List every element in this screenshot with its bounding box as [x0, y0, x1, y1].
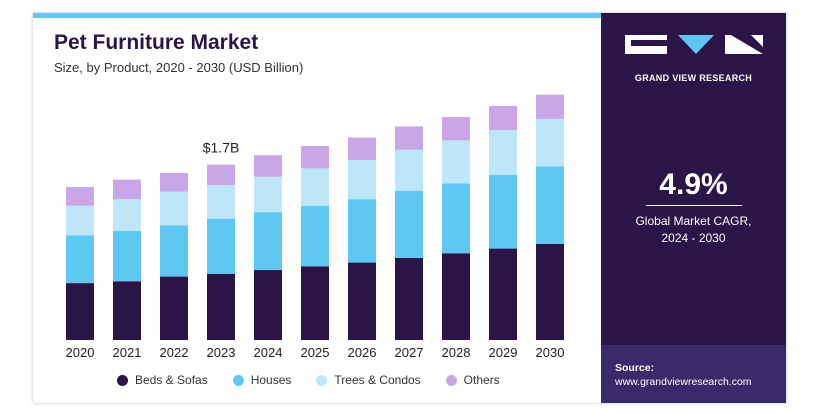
cagr-label-line1: Global Market CAGR, [635, 214, 752, 228]
legend-swatch-houses [232, 374, 244, 386]
bar-segment-2024-trees-condos [254, 176, 282, 213]
bar-segment-2025-others [301, 145, 329, 169]
brand-logo-icon [625, 35, 763, 54]
source-band [601, 345, 786, 403]
bar-segment-2030-houses [536, 166, 564, 244]
source-block: Source: www.grandviewresearch.com [615, 361, 752, 389]
value-annotation: $1.7B [203, 140, 240, 156]
bar-segment-2022-beds-sofas [160, 276, 188, 340]
bar-chart: 2020 2021 2022 2023 2024 2025 2026 2027 2028 2029… [66, 94, 565, 360]
bar-segment-2022-houses [160, 225, 188, 277]
bar-segment-2028-trees-condos [442, 140, 470, 184]
legend-label: Beds & Sofas [135, 373, 208, 387]
bar-segment-2020-trees-condos [66, 205, 94, 236]
bar-segment-2021-others [113, 179, 141, 200]
bar-segment-2025-beds-sofas [301, 266, 329, 340]
source-url[interactable]: www.grandviewresearch.com [615, 376, 752, 388]
bar-segment-2020-houses [66, 235, 94, 284]
bar-segment-2020-others [66, 187, 94, 206]
bar-segment-2030-trees-condos [536, 118, 564, 167]
bar-segment-2023-beds-sofas [207, 273, 235, 340]
x-tick-label: 2029 [489, 345, 518, 360]
legend-item-beds-sofas: Beds & Sofas [117, 373, 208, 387]
bar-segment-2024-houses [254, 212, 282, 271]
legend-swatch-others [445, 374, 457, 386]
side-panel: GRAND VIEW RESEARCH 4.9% Global Market C… [601, 13, 786, 403]
bar-segment-2024-others [254, 155, 282, 177]
source-label: Source: [615, 362, 655, 374]
bar-segment-2026-beds-sofas [348, 262, 376, 340]
accent-bar [33, 13, 601, 18]
x-tick-label: 2027 [395, 345, 424, 360]
bar-segment-2021-beds-sofas [113, 281, 141, 340]
legend-swatch-beds-sofas [117, 374, 128, 386]
legend-swatch-trees-condos [316, 374, 328, 386]
legend-label: Others [463, 373, 500, 387]
bar-segment-2025-houses [301, 205, 329, 267]
infographic-card: Pet Furniture Market Size, by Product, 2… [33, 13, 786, 403]
bar-segment-2027-beds-sofas [395, 257, 423, 340]
bar-segment-2028-houses [442, 183, 470, 254]
chart-subtitle: Size, by Product, 2020 - 2030 (USD Billi… [54, 60, 304, 75]
bar-segment-2026-trees-condos [348, 159, 376, 200]
cagr-divider [646, 205, 742, 206]
legend-item-houses: Houses [232, 373, 292, 387]
bar-segment-2021-trees-condos [113, 199, 141, 231]
bar-segment-2022-trees-condos [160, 191, 188, 226]
bar-segment-2028-beds-sofas [442, 253, 470, 340]
bar-segment-2030-others [536, 94, 564, 119]
bar-segment-2023-houses [207, 218, 235, 274]
bar-segment-2030-beds-sofas [536, 243, 564, 340]
bar-segment-2027-others [395, 126, 423, 150]
bar-segment-2026-others [348, 137, 376, 160]
bar-segment-2023-others [207, 164, 235, 186]
legend-label: Houses [250, 373, 292, 387]
bar-segment-2023-trees-condos [207, 185, 235, 219]
x-tick-label: 2024 [254, 345, 283, 360]
cagr-label-line2: 2024 - 2030 [661, 231, 726, 245]
bar-segment-2029-beds-sofas [489, 248, 517, 340]
x-tick-label: 2025 [301, 345, 330, 360]
brand-name: GRAND VIEW RESEARCH [634, 73, 753, 83]
bar-segment-2027-trees-condos [395, 149, 423, 191]
cagr-value: 4.9% [659, 168, 728, 201]
x-tick-label: 2021 [113, 345, 142, 360]
bar-segment-2028-others [442, 117, 470, 141]
labels-layer: 2020 2021 2022 2023 2024 2025 2026 2027 2028 2029… [66, 140, 565, 360]
bar-segment-2027-houses [395, 190, 423, 258]
bar-segment-2022-others [160, 173, 188, 192]
legend-label: Trees & Condos [334, 373, 421, 387]
x-tick-label: 2030 [536, 345, 565, 360]
legend-item-others: Others [445, 373, 500, 387]
cagr-label: Global Market CAGR, 2024 - 2030 [601, 213, 786, 247]
bar-segment-2029-houses [489, 174, 517, 249]
x-tick-label: 2022 [160, 345, 189, 360]
bars-layer [66, 94, 564, 340]
x-tick-label: 2020 [66, 345, 95, 360]
x-tick-label: 2023 [207, 345, 236, 360]
legend-item-trees-condos: Trees & Condos [316, 373, 421, 387]
bar-segment-2029-trees-condos [489, 130, 517, 175]
chart-title: Pet Furniture Market [54, 31, 259, 54]
bar-segment-2021-houses [113, 230, 141, 282]
bar-segment-2025-trees-condos [301, 168, 329, 206]
x-tick-label: 2028 [442, 345, 471, 360]
chart-legend: Beds & Sofas Houses Trees & Condos Other… [117, 370, 525, 390]
bar-segment-2024-beds-sofas [254, 270, 282, 340]
x-tick-label: 2026 [348, 345, 377, 360]
bar-segment-2026-houses [348, 199, 376, 263]
bar-segment-2020-beds-sofas [66, 283, 94, 340]
bar-segment-2029-others [489, 105, 517, 131]
